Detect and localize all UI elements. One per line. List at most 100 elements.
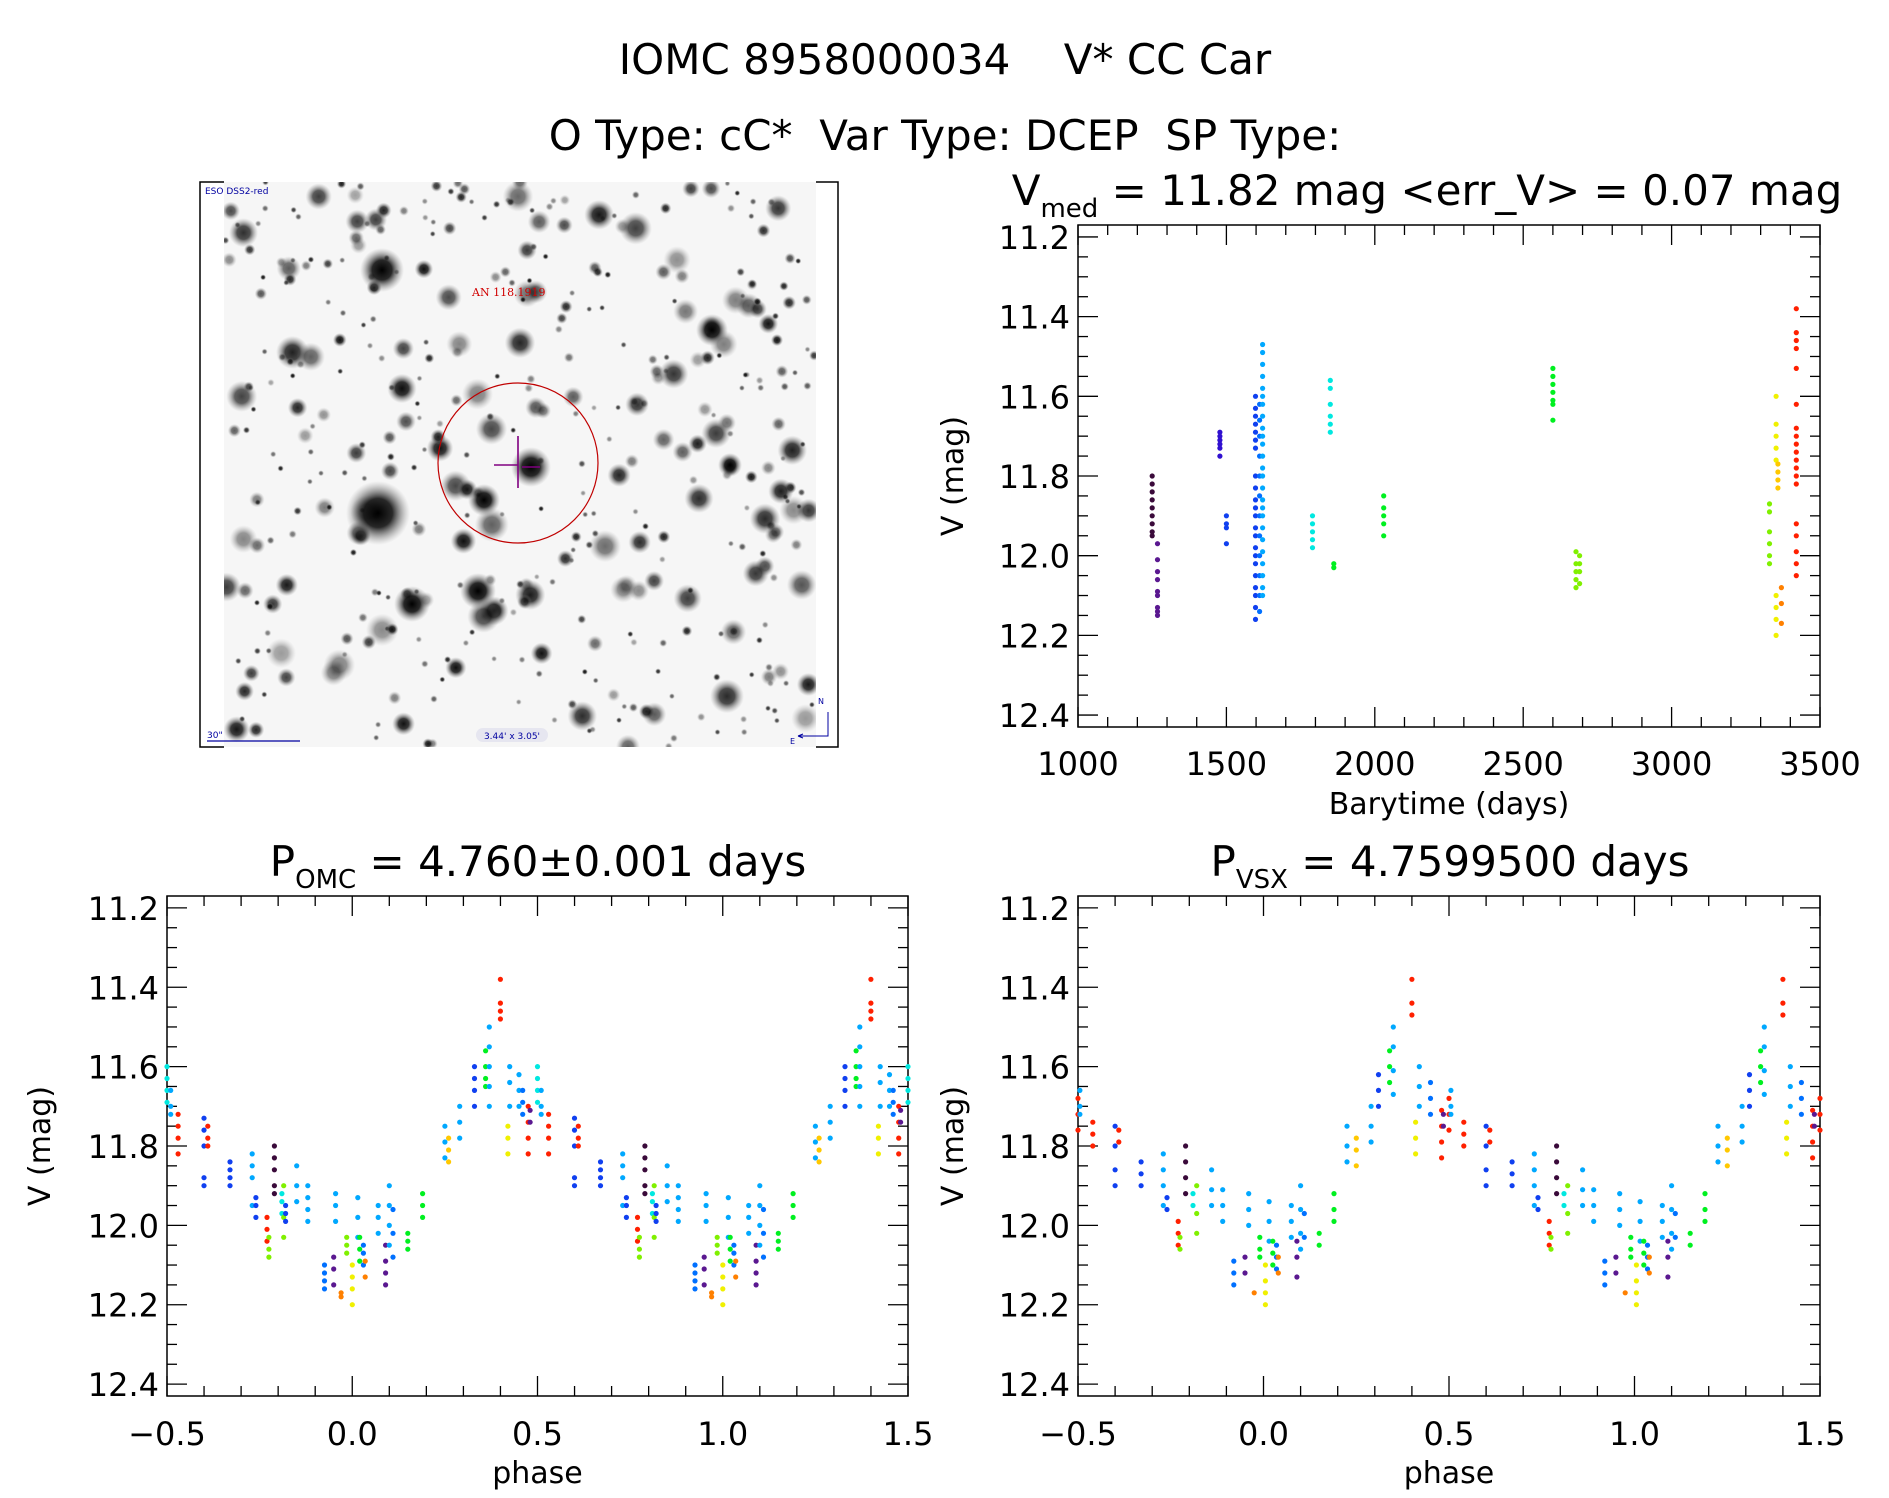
data-point xyxy=(1220,1218,1226,1224)
data-point xyxy=(642,1155,648,1161)
finder-chart-image: ESO DSS2-red AN 118.1919 30" 3.44' x 3.0… xyxy=(199,181,839,748)
star xyxy=(360,322,367,328)
star xyxy=(717,630,725,638)
star xyxy=(756,223,771,238)
data-point xyxy=(266,1234,272,1240)
data-point xyxy=(1260,401,1266,407)
star xyxy=(254,287,268,300)
data-point xyxy=(1427,1095,1434,1101)
data-point xyxy=(442,1123,448,1129)
data-point xyxy=(1565,1230,1571,1236)
data-point xyxy=(1090,1119,1096,1125)
x-tick-label: 1.0 xyxy=(697,1415,748,1453)
star xyxy=(509,608,518,617)
data-point xyxy=(386,1183,392,1189)
data-point xyxy=(1778,585,1784,591)
star xyxy=(748,671,755,678)
star xyxy=(782,295,796,310)
data-point xyxy=(1154,577,1161,583)
star xyxy=(455,191,467,203)
data-point xyxy=(746,1230,752,1236)
data-point xyxy=(1793,473,1799,479)
data-point xyxy=(1483,1143,1489,1149)
y-tick-label: 11.6 xyxy=(999,378,1070,416)
star xyxy=(782,680,790,687)
data-point xyxy=(1257,533,1263,539)
data-point xyxy=(201,1183,207,1189)
data-point xyxy=(546,1123,552,1129)
data-point xyxy=(360,1242,366,1248)
data-point xyxy=(1154,557,1161,563)
star xyxy=(743,504,751,512)
data-point xyxy=(1260,341,1266,348)
star xyxy=(647,354,658,365)
star xyxy=(681,625,693,637)
star xyxy=(551,716,558,724)
data-point xyxy=(1266,1218,1272,1224)
data-point xyxy=(1138,1159,1144,1165)
data-point xyxy=(1793,345,1799,352)
star xyxy=(671,298,678,305)
star xyxy=(463,512,471,519)
data-point xyxy=(1149,533,1155,539)
star xyxy=(616,717,622,724)
data-point xyxy=(175,1151,181,1157)
data-point xyxy=(1641,1250,1647,1256)
data-point xyxy=(875,1151,882,1157)
data-point xyxy=(168,1087,174,1093)
data-point xyxy=(620,1163,626,1169)
data-point xyxy=(486,1064,492,1070)
data-point xyxy=(1260,473,1266,479)
data-point xyxy=(1775,469,1781,475)
star xyxy=(224,236,230,245)
star xyxy=(462,639,470,647)
star xyxy=(424,353,435,364)
data-point xyxy=(1775,485,1781,491)
data-point xyxy=(720,1302,726,1308)
star xyxy=(716,352,723,359)
star xyxy=(439,676,446,683)
data-point xyxy=(1580,1202,1586,1209)
data-point xyxy=(1149,481,1155,487)
star xyxy=(584,199,614,230)
data-point xyxy=(1602,1258,1608,1264)
data-point xyxy=(1798,1095,1804,1101)
star xyxy=(224,572,242,602)
data-point xyxy=(1164,1206,1170,1213)
star xyxy=(700,350,715,366)
data-point xyxy=(1509,1171,1515,1177)
star xyxy=(339,257,346,264)
data-point xyxy=(1252,393,1259,399)
data-point xyxy=(1246,1222,1252,1228)
data-point xyxy=(703,1202,709,1209)
data-point xyxy=(1390,1044,1396,1050)
data-point xyxy=(1628,1246,1634,1252)
data-point xyxy=(1231,1258,1237,1264)
data-point xyxy=(725,1195,731,1201)
title-main: P xyxy=(1211,837,1236,886)
data-point xyxy=(516,1072,522,1078)
x-tick-label: 2000 xyxy=(1334,745,1415,783)
data-point xyxy=(1724,1163,1730,1169)
star xyxy=(307,448,315,456)
y-tick-label: 11.8 xyxy=(999,458,1070,496)
data-point xyxy=(701,1282,707,1288)
data-point xyxy=(1209,1167,1215,1173)
data-point xyxy=(1252,585,1259,591)
star xyxy=(775,365,789,378)
data-point xyxy=(1252,413,1259,419)
star xyxy=(728,625,740,638)
data-point xyxy=(1702,1191,1708,1197)
data-point xyxy=(886,1103,893,1109)
star xyxy=(416,375,423,382)
data-point xyxy=(281,1214,287,1220)
star xyxy=(761,621,769,629)
x-axis-label: phase xyxy=(492,1456,583,1491)
star xyxy=(387,691,402,705)
data-point xyxy=(1273,1266,1280,1272)
star xyxy=(714,729,721,736)
data-point xyxy=(349,1286,355,1292)
data-point xyxy=(1298,1246,1304,1252)
data-point xyxy=(534,1087,541,1093)
data-point xyxy=(333,1202,339,1209)
